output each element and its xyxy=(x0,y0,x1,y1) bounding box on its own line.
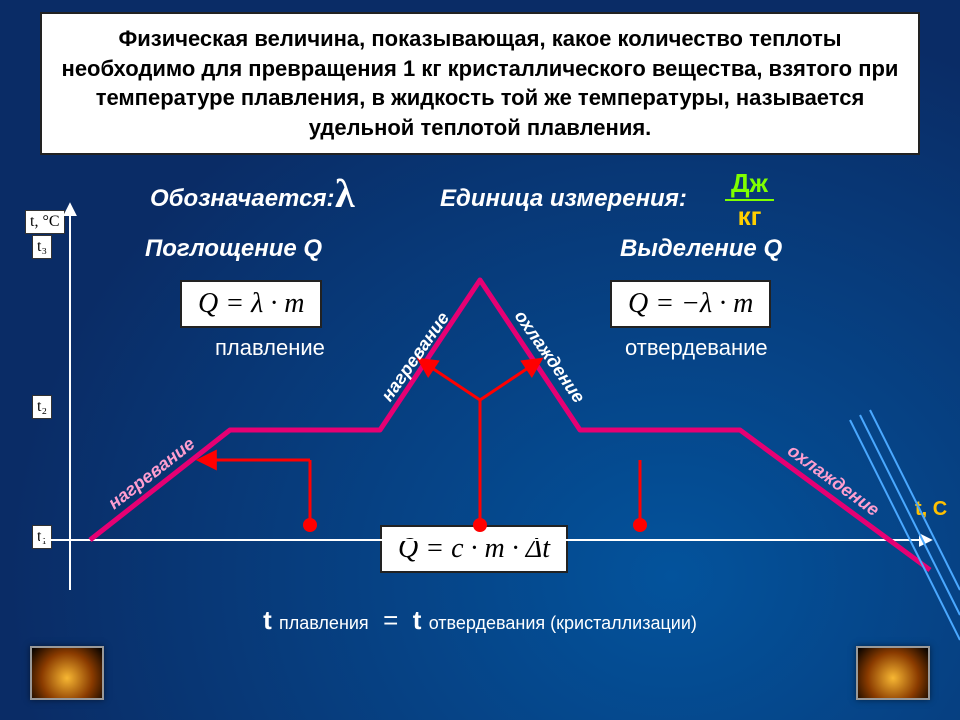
definition-box: Физическая величина, показывающая, какое… xyxy=(40,12,920,155)
lambda-symbol: λ xyxy=(335,170,355,217)
svg-text:охлаждение: охлаждение xyxy=(784,440,883,520)
formula-release: Q = −λ · m xyxy=(610,280,771,328)
definition-emph: удельной теплотой плавления. xyxy=(309,115,652,140)
tick-t3: t₃ xyxy=(32,235,52,259)
definition-text: Физическая величина, показывающая, какое… xyxy=(62,26,899,110)
sub-left: плавление xyxy=(215,335,325,361)
x-axis-label: t, C xyxy=(915,498,947,521)
svg-text:нагревание: нагревание xyxy=(104,433,198,513)
unit-denominator: кг xyxy=(725,201,774,232)
section-left-title: Поглощение Q xyxy=(145,235,322,263)
svg-text:охлаждение: охлаждение xyxy=(511,307,589,407)
unit-numerator: Дж xyxy=(725,168,774,201)
unit-fraction: Дж кг xyxy=(725,168,774,232)
notation-label: Обозначается: xyxy=(150,185,335,213)
tick-t1: t₁ xyxy=(32,525,52,549)
equation-melting-eq-solidification: t плавления = t отвердевания (кристаллиз… xyxy=(0,605,960,636)
tick-t2: t₂ xyxy=(32,395,52,419)
formula-heat: Q = c · m · Δt xyxy=(380,525,568,573)
nav-next-button[interactable] xyxy=(856,646,930,700)
unit-label: Единица измерения: xyxy=(440,185,687,213)
y-axis-label: t, °C xyxy=(25,210,65,234)
section-right-title: Выделение Q xyxy=(620,235,782,263)
formula-absorb: Q = λ · m xyxy=(180,280,322,328)
slide-stage: Физическая величина, показывающая, какое… xyxy=(0,0,960,720)
nav-prev-button[interactable] xyxy=(30,646,104,700)
sub-right: отвердевание xyxy=(625,335,768,361)
svg-text:нагревание: нагревание xyxy=(377,308,453,405)
